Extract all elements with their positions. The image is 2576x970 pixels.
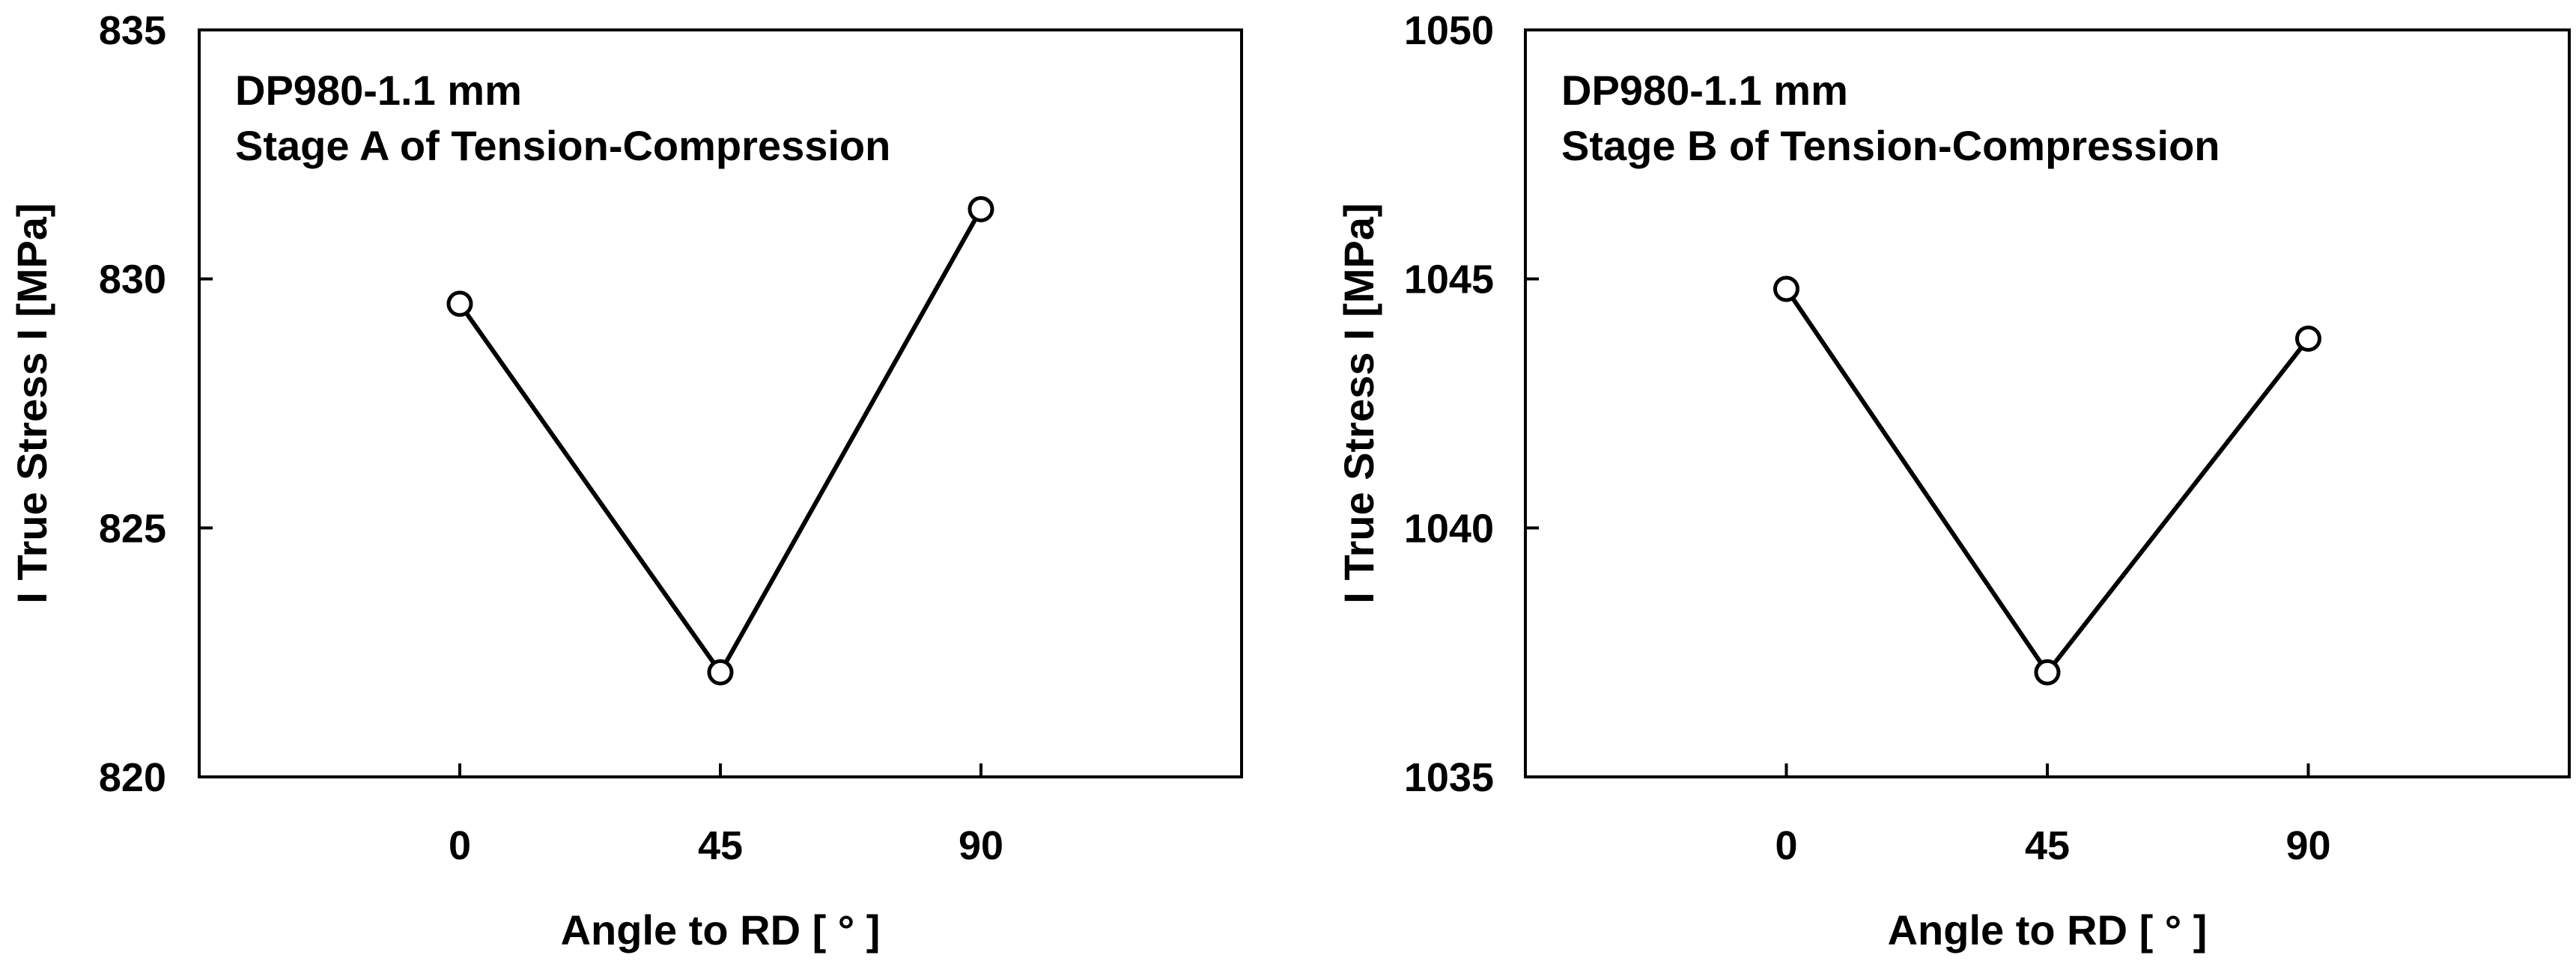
y-tick-label: 820 [99, 755, 166, 800]
y-tick-label: 1045 [1404, 257, 1494, 302]
y-axis-title: I True Stress I [MPa] [8, 203, 55, 603]
data-point [967, 196, 994, 223]
data-point [1773, 275, 1799, 302]
y-axis-title: I True Stress I [MPa] [1335, 203, 1382, 603]
chart-panel-1: 1035 1040 1045 1050 0 45 90 Angle to RD [ ° ] I … [1335, 8, 2571, 954]
y-tick-label: 1050 [1404, 8, 1494, 53]
x-tick-label: 45 [2025, 823, 2070, 868]
x-tick-label: 90 [2285, 823, 2330, 868]
annotation-line-1: Stage A of Tension-Compression [235, 122, 890, 169]
data-point [2295, 326, 2321, 353]
x-tick-label: 0 [1775, 823, 1797, 868]
data-point [2034, 659, 2061, 686]
annotation-line-1: Stage B of Tension-Compression [1561, 122, 2220, 169]
x-tick-label: 90 [959, 823, 1003, 868]
chart-panel-0: 820 825 830 835 0 45 90 Angle to RD [ ° ] I True… [8, 8, 1243, 954]
y-tick-label: 835 [99, 8, 166, 53]
x-tick-label: 45 [698, 823, 743, 868]
annotation-line-0: DP980-1.1 mm [1561, 67, 1848, 114]
y-tick-label: 1040 [1404, 506, 1494, 551]
x-tick-label: 0 [449, 823, 471, 868]
x-axis-title: Angle to RD [ ° ] [561, 906, 881, 954]
x-axis-title: Angle to RD [ ° ] [1888, 906, 2208, 954]
annotation-line-0: DP980-1.1 mm [235, 67, 522, 114]
y-tick-label: 830 [99, 257, 166, 302]
y-tick-label: 1035 [1404, 755, 1494, 800]
series-line [458, 208, 983, 675]
series-line [1784, 287, 2310, 675]
y-tick-label: 825 [99, 506, 166, 551]
data-point [446, 290, 473, 317]
data-point [707, 659, 734, 686]
